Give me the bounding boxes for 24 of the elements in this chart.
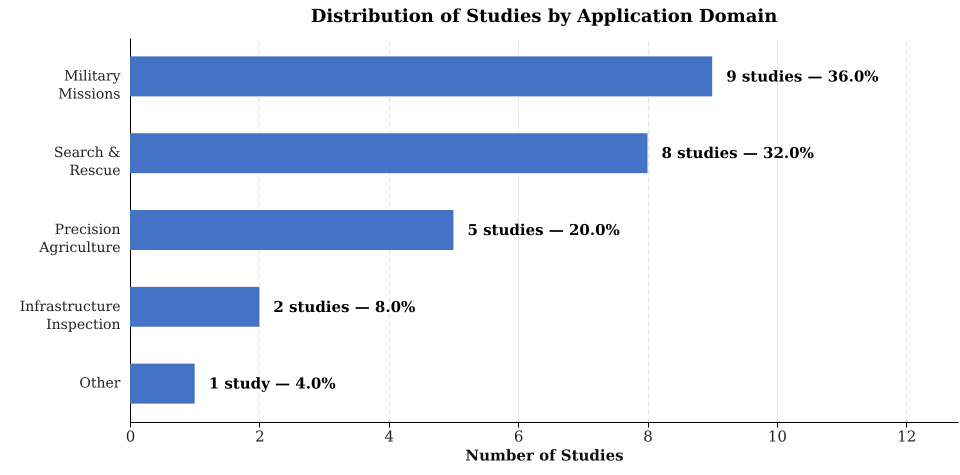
y-tick-label: Military Missions bbox=[58, 68, 121, 102]
bar bbox=[130, 210, 454, 250]
y-tick-label: Other bbox=[79, 376, 121, 392]
data-label: 5 studies — 20.0% bbox=[467, 221, 620, 239]
x-tick-label: 12 bbox=[897, 428, 916, 446]
x-tick-label: 0 bbox=[126, 428, 136, 446]
data-label: 9 studies — 36.0% bbox=[726, 67, 879, 86]
bar bbox=[130, 364, 195, 404]
bar bbox=[130, 56, 712, 96]
x-tick-label: 2 bbox=[255, 428, 265, 446]
data-label: 8 studies — 32.0% bbox=[662, 144, 814, 162]
x-axis-title: Number of Studies bbox=[465, 446, 624, 464]
x-tick-label: 4 bbox=[384, 428, 394, 446]
bar bbox=[130, 286, 260, 327]
x-tick-label: 6 bbox=[514, 428, 524, 446]
y-tick-label: Infrastructure Inspection bbox=[20, 298, 120, 333]
chart-title: Distribution of Studies by Application Domain bbox=[310, 6, 778, 27]
data-label: 2 studies — 8.0% bbox=[273, 298, 416, 316]
x-tick-label: 10 bbox=[768, 428, 787, 446]
bar bbox=[130, 133, 648, 174]
data-label: 1 study — 4.0% bbox=[208, 374, 336, 393]
x-tick-label: 8 bbox=[643, 428, 653, 446]
y-tick-label: Precision Agriculture bbox=[38, 222, 120, 256]
y-tick-label: Search & Rescue bbox=[54, 145, 120, 180]
